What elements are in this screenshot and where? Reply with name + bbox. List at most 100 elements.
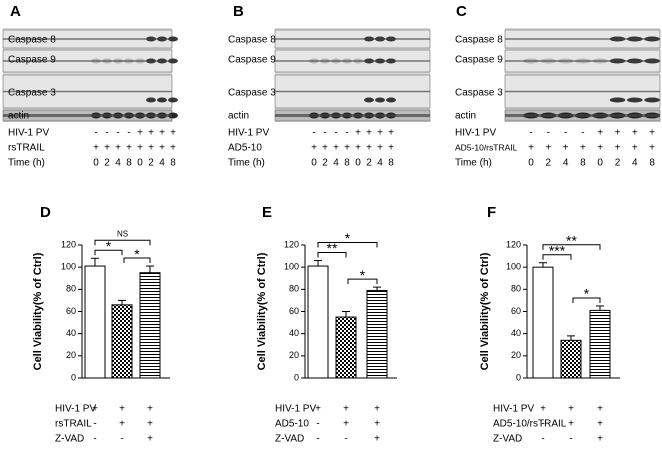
y-tick-label: 20 [66,350,76,360]
y-tick-label: 60 [511,306,521,316]
condition-cell: + [377,128,383,139]
condition-cell: + [311,143,317,154]
condition-cell: + [159,128,165,139]
significance-label: NS [117,229,128,238]
condition-label: Time (h) [455,158,492,169]
significance-label: ** [327,240,338,256]
blot-band [609,97,626,103]
blot-band [168,36,178,42]
condition-cell: - [127,128,130,139]
condition-cell: + [597,128,603,139]
condition-cell: - [345,128,348,139]
band-label: Caspase 9 [455,55,503,66]
condition-cell: + [119,419,125,430]
condition-cell: - [547,128,550,139]
significance-bracket [347,278,378,285]
condition-cell: 4 [563,158,569,169]
condition-cell: + [388,143,394,154]
band-label: actin [228,111,249,122]
condition-cell: + [580,143,586,154]
condition-cell: + [170,143,176,154]
y-tick-label: 0 [294,372,299,382]
condition-label: Time (h) [8,158,45,169]
condition-cell: + [170,128,176,139]
condition-cell: + [343,419,349,430]
y-tick-label: 40 [289,328,299,338]
condition-cell: 8 [649,158,655,169]
significance-label: * [345,230,351,246]
condition-cell: + [344,143,350,154]
y-tick-label: 120 [506,239,521,249]
condition-cell: + [104,143,110,154]
condition-label: HIV-1 PV [275,404,316,415]
condition-cell: + [343,404,349,415]
y-tick-label: 100 [61,262,76,272]
panel-letter: E [262,204,272,221]
significance-label: * [360,267,366,283]
condition-cell: + [126,143,132,154]
condition-cell: 0 [597,158,603,169]
band-label: Caspase 8 [8,35,56,46]
condition-cell: + [333,143,339,154]
condition-cell: + [322,143,328,154]
condition-cell: + [374,419,380,430]
condition-cell: + [374,404,380,415]
condition-label: AD5-10/rsTRAIL [493,419,567,430]
condition-cell: + [147,434,153,445]
condition-cell: - [93,419,96,430]
y-tick-label: 120 [284,239,299,249]
condition-cell: + [649,128,655,139]
bar [532,266,554,379]
condition-cell: 2 [366,158,372,169]
condition-cell: 4 [333,158,339,169]
condition-cell: + [597,143,603,154]
y-tick-label: 40 [511,328,521,338]
condition-cell: + [148,128,154,139]
condition-cell: - [564,128,567,139]
condition-cell: + [597,434,603,445]
condition-cell: + [147,404,153,415]
condition-cell: 4 [115,158,121,169]
condition-cell: + [355,143,361,154]
condition-cell: + [137,143,143,154]
band-label: Caspase 3 [455,88,503,99]
condition-cell: + [615,143,621,154]
significance-label: ** [566,232,577,248]
y-tick-label: 60 [66,306,76,316]
condition-cell: + [568,419,574,430]
significance-bracket [317,252,347,258]
condition-cell: + [377,143,383,154]
y-tick-label: 40 [66,328,76,338]
y-tick-label: 80 [511,284,521,294]
significance-bracket [94,249,123,256]
y-tick-label: 120 [61,239,76,249]
condition-cell: - [93,434,96,445]
condition-cell: + [374,434,380,445]
panel-letter: D [40,204,51,221]
y-tick-label: 100 [284,262,299,272]
condition-cell: - [312,128,315,139]
band-label: Caspase 3 [228,88,276,99]
condition-cell: + [93,143,99,154]
condition-cell: + [545,143,551,154]
blot-band [644,97,660,103]
panel-letter: C [456,3,467,20]
condition-cell: + [632,143,638,154]
condition-cell: 4 [377,158,383,169]
condition-cell: - [541,434,544,445]
band-label: actin [8,111,29,122]
panel-letter: F [487,204,496,221]
y-tick-label: 60 [289,306,299,316]
blot-band [375,97,385,103]
blot-band [364,97,374,103]
blot-band [168,97,178,103]
condition-cell: + [159,143,165,154]
y-axis-label: Cell Viability(% of Ctrl) [32,252,44,370]
condition-cell: 2 [148,158,154,169]
bar [589,309,611,379]
condition-label: HIV-1 PV [228,128,269,139]
significance-label: *** [549,242,566,258]
condition-cell: + [92,404,98,415]
condition-cell: - [344,434,347,445]
